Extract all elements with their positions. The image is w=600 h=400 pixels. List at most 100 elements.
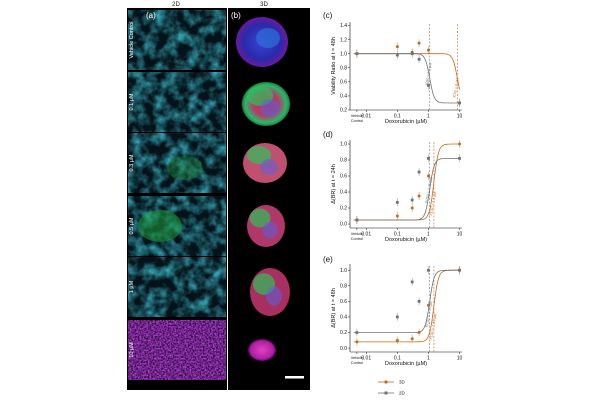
y-tick-label: 1.4 bbox=[340, 23, 347, 29]
row-label-1: 0.1 µM bbox=[129, 93, 135, 110]
data-point-3D bbox=[410, 206, 414, 210]
micrograph-2d-row-1 bbox=[128, 72, 226, 132]
spheroid-3d-row-2 bbox=[243, 143, 287, 183]
data-point-3D bbox=[395, 338, 399, 342]
data-point-3D bbox=[410, 337, 414, 341]
y-tick-label: 1.2 bbox=[340, 37, 347, 43]
x-tick-label: 1 bbox=[427, 232, 430, 238]
x-axis-label: Doxorubicin (µM) bbox=[385, 237, 427, 243]
micrograph-2d-row-4 bbox=[128, 257, 226, 317]
data-point-3D bbox=[417, 194, 421, 198]
x-tick-label: Control bbox=[351, 361, 363, 365]
data-point-2D bbox=[395, 201, 399, 204]
scale-bar bbox=[285, 376, 304, 379]
x-tick-label: 0.1 bbox=[394, 356, 401, 362]
spheroid-3d-row-5 bbox=[248, 339, 276, 361]
panel-b-background bbox=[228, 8, 310, 390]
x-tick-label: Control bbox=[351, 237, 363, 241]
data-point-2D bbox=[458, 101, 461, 105]
x-tick-label: 10 bbox=[457, 114, 463, 120]
y-axis-label: Δ(BR) at t = 48h bbox=[331, 288, 337, 328]
legend-label: 3D bbox=[399, 380, 406, 385]
col-header-2d: 2D bbox=[172, 2, 180, 8]
y-tick-label: 0.8 bbox=[340, 284, 347, 290]
x-tick-label: 0.01 bbox=[361, 356, 371, 362]
data-point-2D bbox=[410, 52, 414, 56]
legend-item-2D: 2D bbox=[378, 391, 406, 396]
y-tick-label: 0.0 bbox=[340, 222, 347, 228]
y-tick-label: 1.0 bbox=[340, 268, 347, 274]
panel-label-b: (b) bbox=[231, 11, 241, 20]
x-tick-label: Control bbox=[351, 119, 363, 123]
panel-label-a: (a) bbox=[146, 11, 156, 20]
data-point-2D bbox=[395, 53, 399, 57]
x-axis-label: Doxorubicin (µM) bbox=[385, 119, 427, 125]
x-axis-label: Doxorubicin (µM) bbox=[385, 361, 427, 367]
row-label-5: 10 µM bbox=[129, 342, 135, 358]
x-tick-label: 10 bbox=[457, 232, 463, 238]
data-point-3D bbox=[426, 174, 430, 178]
y-tick-label: 1.0 bbox=[340, 142, 347, 148]
annotation-3D: IC50 = 8 µM bbox=[452, 78, 459, 98]
legend-item-3D: 3D bbox=[378, 380, 406, 385]
y-tick-label: 0.6 bbox=[340, 299, 347, 305]
y-tick-label: 0.4 bbox=[340, 315, 347, 321]
spheroid-3d-row-0 bbox=[236, 17, 288, 67]
x-tick-label: 10 bbox=[457, 356, 463, 362]
data-point-2D bbox=[410, 280, 414, 284]
spheroid-3d-row-4 bbox=[250, 268, 290, 316]
x-tick-label: Vehicle bbox=[351, 356, 363, 360]
y-tick-label: 0.6 bbox=[340, 80, 347, 86]
x-tick-label: Vehicle bbox=[351, 114, 363, 118]
curve-2D bbox=[353, 269, 460, 333]
row-label-0: Vehicle Control bbox=[129, 22, 135, 59]
data-point-3D bbox=[417, 41, 421, 45]
col-header-3d: 3D bbox=[260, 2, 268, 8]
annotation-2D: EC50 = 0.76 µM bbox=[425, 177, 433, 203]
y-tick-label: 1.0 bbox=[340, 51, 347, 57]
y-tick-label: 0.6 bbox=[340, 174, 347, 180]
spheroid-3d-row-1 bbox=[242, 82, 290, 126]
row-label-2: 0.3 µM bbox=[129, 154, 135, 171]
row-labels: Vehicle Control 0.1 µM 0.3 µM 0.5 µM 1 µM 10 … bbox=[129, 22, 135, 358]
x-tick-label: 1 bbox=[427, 356, 430, 362]
panel-b-micrographs bbox=[236, 17, 290, 361]
data-point-2D bbox=[427, 83, 430, 87]
y-tick-label: 0.2 bbox=[340, 108, 347, 114]
data-point-3D bbox=[426, 48, 430, 52]
micrograph-2d-row-5 bbox=[128, 320, 226, 380]
data-point-2D bbox=[427, 268, 430, 272]
panel-a-micrographs bbox=[128, 10, 226, 380]
spheroid-3d-row-3 bbox=[247, 205, 285, 247]
data-point-2D bbox=[355, 218, 359, 222]
data-point-2D bbox=[355, 52, 359, 56]
micrograph-2d-row-2 bbox=[128, 133, 226, 193]
x-tick-label: 0.1 bbox=[394, 114, 401, 120]
x-tick-label: Vehicle bbox=[351, 232, 363, 236]
micrograph-2d-row-3 bbox=[128, 196, 226, 256]
legend: 3D 2D bbox=[378, 380, 406, 396]
legend-label: 2D bbox=[399, 391, 406, 396]
x-tick-label: 0.01 bbox=[361, 232, 371, 238]
data-point-2D bbox=[427, 157, 430, 160]
row-label-3: 0.5 µM bbox=[129, 217, 135, 234]
data-point-3D bbox=[395, 45, 399, 49]
annotation-3D: EC50 = 1.4 µM bbox=[429, 191, 437, 215]
y-axis-label: Δ(BR) at t = 24h bbox=[331, 164, 337, 204]
annotation-3D: EC50 = 1.45 µM bbox=[429, 313, 437, 339]
curve-2D bbox=[353, 53, 460, 104]
y-tick-label: 0.2 bbox=[340, 206, 347, 212]
y-tick-label: 0.4 bbox=[340, 190, 347, 196]
y-axis-label: Viability Ratio at t = 48h bbox=[331, 37, 337, 95]
curve-3D bbox=[353, 143, 460, 221]
x-tick-label: 1 bbox=[427, 114, 430, 120]
data-point-3D bbox=[395, 214, 399, 218]
x-tick-label: 0.01 bbox=[361, 114, 371, 120]
data-point-2D bbox=[417, 57, 421, 61]
micrograph-2d-row-0 bbox=[128, 10, 226, 70]
y-tick-label: 0.8 bbox=[340, 158, 347, 164]
